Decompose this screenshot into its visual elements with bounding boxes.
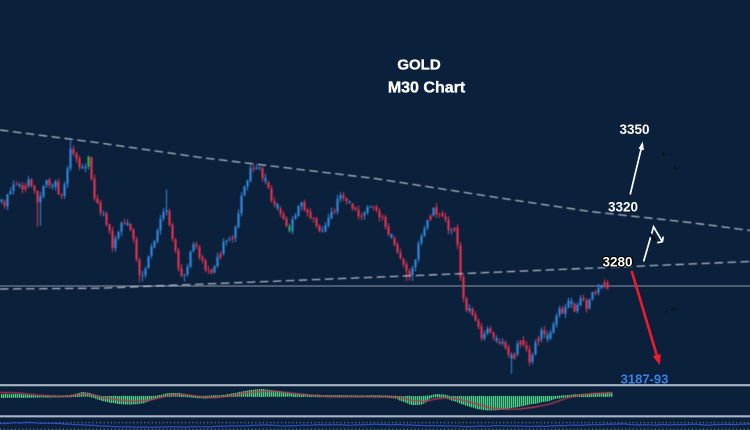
svg-text:3187-93: 3187-93 (621, 372, 669, 387)
svg-text:3280: 3280 (602, 255, 632, 270)
svg-text:GOLD: GOLD (397, 57, 440, 74)
svg-text:M30 Chart: M30 Chart (388, 80, 466, 97)
svg-text:3350: 3350 (619, 122, 649, 137)
svg-text:3320: 3320 (608, 200, 638, 215)
